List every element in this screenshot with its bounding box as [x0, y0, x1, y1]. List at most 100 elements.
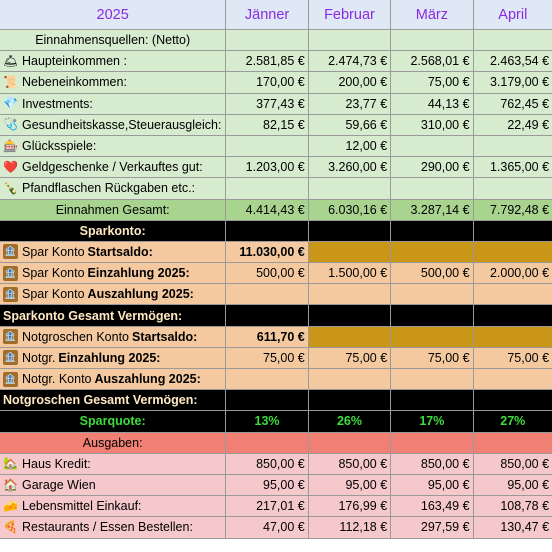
expense-label-cell[interactable]: 🏠 Garage Wien — [0, 474, 227, 496]
income-label-cell[interactable]: 🎰 Glücksspiele: — [0, 135, 227, 157]
notgroschen-value[interactable]: 611,70 € — [226, 326, 309, 347]
sparkonto-value[interactable] — [473, 284, 552, 305]
income-value[interactable]: 44,13 € — [391, 93, 474, 114]
notgroschen-value[interactable] — [226, 369, 309, 390]
expense-value[interactable]: 112,18 € — [308, 517, 392, 538]
expense-value[interactable]: 130,47 € — [473, 517, 552, 538]
sparkonto-value[interactable] — [226, 284, 309, 305]
income-value[interactable]: 310,00 € — [391, 114, 474, 135]
notgroschen-value[interactable] — [391, 369, 474, 390]
income-value[interactable]: 23,77 € — [308, 93, 392, 114]
notgroschen-value[interactable]: 75,00 € — [473, 347, 552, 368]
income-value[interactable]: 762,45 € — [473, 93, 552, 114]
sparkonto-value[interactable]: 2.000,00 € — [473, 263, 552, 284]
income-value[interactable]: 2.568,01 € — [391, 51, 474, 72]
income-total-value[interactable]: 7.792,48 € — [473, 199, 552, 220]
income-value[interactable]: 290,00 € — [391, 157, 474, 178]
expense-value[interactable]: 217,01 € — [226, 496, 309, 517]
notgroschen-label-cell[interactable]: 🏦 Notgr. Einzahlung 2025: — [0, 347, 227, 368]
income-value[interactable]: 377,43 € — [226, 93, 309, 114]
empty-cell[interactable] — [308, 305, 392, 326]
month-header-4[interactable]: April — [473, 0, 552, 29]
month-header-3[interactable]: März — [391, 0, 474, 29]
expense-value[interactable]: 95,00 € — [308, 474, 392, 496]
notgroschen-label-cell[interactable]: 🏦 Notgr. Konto Auszahlung 2025: — [0, 369, 227, 390]
sparquote-value[interactable]: 17% — [391, 411, 474, 432]
expense-value[interactable]: 163,49 € — [391, 496, 474, 517]
notgroschen-total-label[interactable]: Notgroschen Gesamt Vermögen: — [0, 390, 227, 411]
empty-cell[interactable] — [308, 390, 392, 411]
empty-cell[interactable] — [473, 432, 552, 453]
income-value[interactable] — [308, 178, 392, 199]
empty-cell[interactable] — [226, 30, 309, 51]
notgroschen-value[interactable] — [308, 326, 392, 347]
expenses-title[interactable]: Ausgaben: — [0, 432, 227, 453]
expense-value[interactable]: 95,00 € — [226, 474, 309, 496]
sparquote-value[interactable]: 13% — [226, 411, 309, 432]
income-value[interactable]: 82,15 € — [226, 114, 309, 135]
sparquote-value[interactable]: 27% — [473, 411, 552, 432]
empty-cell[interactable] — [473, 30, 552, 51]
notgroschen-value[interactable] — [308, 369, 392, 390]
sparkonto-value[interactable] — [391, 284, 474, 305]
income-value[interactable]: 12,00 € — [308, 135, 392, 157]
empty-cell[interactable] — [226, 305, 309, 326]
sparkonto-value[interactable]: 11.030,00 € — [226, 241, 309, 263]
empty-cell[interactable] — [391, 30, 474, 51]
empty-cell[interactable] — [226, 432, 309, 453]
sparkonto-value[interactable] — [391, 241, 474, 263]
empty-cell[interactable] — [226, 390, 309, 411]
income-value[interactable]: 2.474,73 € — [308, 51, 392, 72]
expense-value[interactable]: 297,59 € — [391, 517, 474, 538]
expense-value[interactable]: 176,99 € — [308, 496, 392, 517]
notgroschen-label-cell[interactable]: 🏦 Notgroschen Konto Startsaldo: — [0, 326, 227, 347]
expense-value[interactable]: 850,00 € — [308, 453, 392, 474]
expense-value[interactable]: 850,00 € — [391, 453, 474, 474]
income-value[interactable]: 2.463,54 € — [473, 51, 552, 72]
sparkonto-total-label[interactable]: Sparkonto Gesamt Vermögen: — [0, 305, 227, 326]
expense-label-cell[interactable]: 🧀 Lebensmittel Einkauf: — [0, 496, 227, 517]
empty-cell[interactable] — [473, 305, 552, 326]
income-value[interactable]: 22,49 € — [473, 114, 552, 135]
month-header-2[interactable]: Februar — [308, 0, 392, 29]
empty-cell[interactable] — [391, 220, 474, 241]
income-value[interactable] — [391, 135, 474, 157]
income-value[interactable]: 1.203,00 € — [226, 157, 309, 178]
year-header[interactable]: 2025 — [0, 0, 227, 29]
income-value[interactable] — [226, 178, 309, 199]
income-value[interactable]: 200,00 € — [308, 72, 392, 93]
empty-cell[interactable] — [308, 30, 392, 51]
sparkonto-value[interactable] — [473, 241, 552, 263]
sparquote-label[interactable]: Sparquote: — [0, 411, 227, 432]
notgroschen-value[interactable] — [473, 369, 552, 390]
empty-cell[interactable] — [473, 390, 552, 411]
income-label-cell[interactable]: 💎 Investments: — [0, 93, 227, 114]
sparkonto-label-cell[interactable]: 🏦 Spar Konto Auszahlung 2025: — [0, 284, 227, 305]
income-value[interactable]: 59,66 € — [308, 114, 392, 135]
income-total-value[interactable]: 6.030,16 € — [308, 199, 392, 220]
empty-cell[interactable] — [391, 390, 474, 411]
income-value[interactable] — [473, 178, 552, 199]
expense-value[interactable]: 95,00 € — [473, 474, 552, 496]
sparkonto-value[interactable] — [308, 241, 392, 263]
income-value[interactable] — [391, 178, 474, 199]
empty-cell[interactable] — [308, 432, 392, 453]
income-label-cell[interactable]: 🩺 Gesundheitskasse,Steuerausgleich: — [0, 114, 227, 135]
notgroschen-value[interactable]: 75,00 € — [226, 347, 309, 368]
expense-value[interactable]: 47,00 € — [226, 517, 309, 538]
income-total-value[interactable]: 3.287,14 € — [391, 199, 474, 220]
income-label-cell[interactable]: ❤️ Geldgeschenke / Verkauftes gut: — [0, 157, 227, 178]
income-value[interactable]: 170,00 € — [226, 72, 309, 93]
expense-value[interactable]: 108,78 € — [473, 496, 552, 517]
month-header-1[interactable]: Jänner — [226, 0, 309, 29]
empty-cell[interactable] — [308, 220, 392, 241]
income-value[interactable]: 1.365,00 € — [473, 157, 552, 178]
income-value[interactable]: 3.179,00 € — [473, 72, 552, 93]
expense-label-cell[interactable]: 🍕 Restaurants / Essen Bestellen: — [0, 517, 227, 538]
notgroschen-value[interactable] — [391, 326, 474, 347]
empty-cell[interactable] — [391, 432, 474, 453]
sparquote-value[interactable]: 26% — [308, 411, 392, 432]
income-total-value[interactable]: 4.414,43 € — [226, 199, 309, 220]
expense-value[interactable]: 850,00 € — [473, 453, 552, 474]
income-total-label[interactable]: Einnahmen Gesamt: — [0, 199, 227, 220]
